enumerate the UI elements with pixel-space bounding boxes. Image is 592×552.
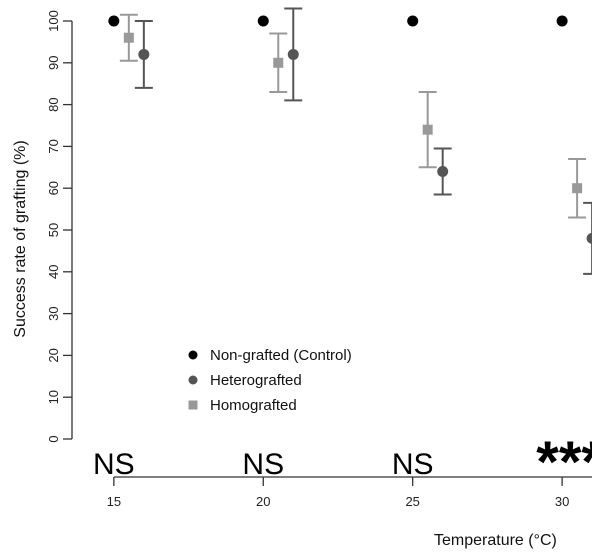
y-tick-label: 100 — [46, 10, 61, 32]
y-tick-label: 80 — [46, 97, 61, 111]
y-tick-label: 30 — [46, 306, 61, 320]
series-homografted — [119, 13, 587, 219]
data-point — [572, 183, 583, 194]
data-point — [586, 232, 592, 244]
significance-annotations: NS NS NS *** — [93, 430, 592, 495]
series-heterografted — [134, 7, 592, 275]
data-point — [123, 32, 134, 43]
x-tick-label: 15 — [107, 494, 121, 509]
y-axis: 0 10 20 30 40 50 60 70 80 90 100 — [46, 10, 73, 443]
series-non-grafted-control — [108, 15, 568, 27]
data-point — [556, 15, 568, 27]
y-tick-label: 0 — [46, 435, 61, 442]
x-axis: 15 20 25 30 — [107, 476, 592, 509]
y-tick-label: 50 — [46, 223, 61, 237]
x-axis-title: Temperature (°C) — [434, 532, 557, 549]
data-point — [257, 15, 269, 27]
y-axis-title: Success rate of grafting (%) — [12, 140, 29, 337]
significance-label: *** — [536, 430, 592, 495]
x-tick-label: 30 — [555, 494, 569, 509]
data-point — [273, 57, 284, 68]
legend-label: Homografted — [210, 397, 297, 414]
y-tick-label: 70 — [46, 139, 61, 153]
data-point — [437, 165, 449, 177]
legend-label: Heterografted — [210, 372, 302, 389]
significance-label: NS — [392, 448, 434, 481]
data-point — [287, 48, 299, 60]
legend-marker — [188, 375, 198, 385]
y-tick-label: 40 — [46, 265, 61, 279]
data-point — [407, 15, 419, 27]
significance-label: NS — [242, 448, 284, 481]
legend-marker — [188, 350, 198, 360]
y-tick-label: 20 — [46, 348, 61, 362]
legend-label: Non-grafted (Control) — [210, 347, 352, 364]
legend: Non-grafted (Control) Heterografted Homogr… — [188, 347, 352, 414]
y-tick-label: 90 — [46, 56, 61, 70]
x-tick-label: 20 — [256, 494, 270, 509]
significance-label: NS — [93, 448, 135, 481]
data-point — [108, 15, 120, 27]
data-series — [108, 7, 592, 275]
data-point — [138, 48, 150, 60]
y-tick-label: 60 — [46, 181, 61, 195]
x-tick-label: 25 — [405, 494, 419, 509]
legend-marker — [188, 400, 198, 410]
y-tick-label: 10 — [46, 390, 61, 404]
data-point — [422, 124, 433, 135]
